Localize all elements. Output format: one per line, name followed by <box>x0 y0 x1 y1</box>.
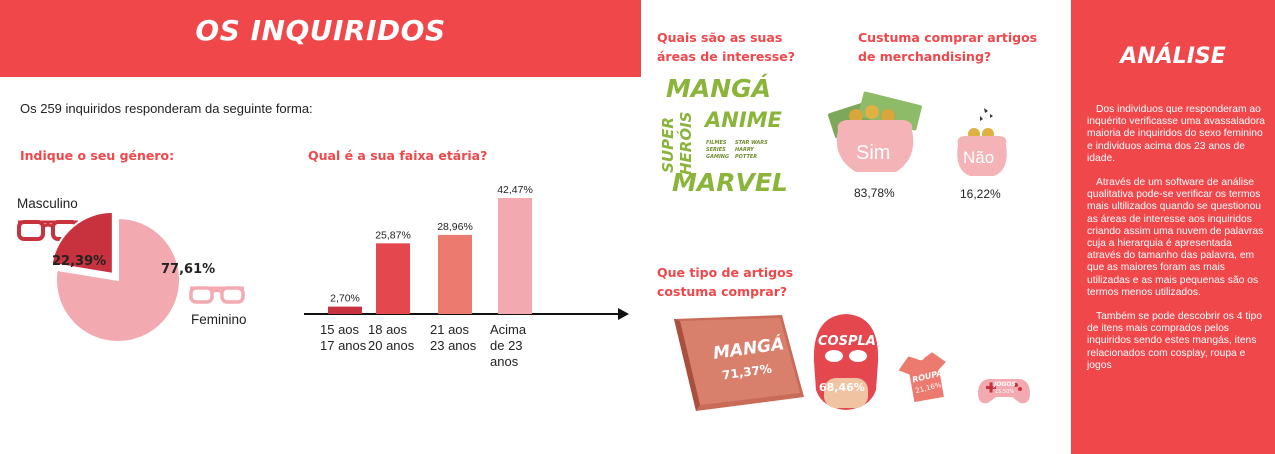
merch-no-label: Não <box>963 148 995 167</box>
bar-1 <box>328 306 362 314</box>
x-axis-arrow-icon <box>618 308 629 320</box>
female-label: Feminino <box>191 312 247 327</box>
header-banner <box>0 0 641 77</box>
bar-3 <box>438 234 472 314</box>
analysis-title: ANÁLISE <box>1120 44 1226 69</box>
jogos-item-label: JOGOS <box>994 381 1016 388</box>
interests-question-line2: áreas de interesse? <box>657 49 795 64</box>
cloud-word-super: SUPER <box>659 117 677 173</box>
cloud-word-anime: ANIME <box>705 108 782 132</box>
cloud-word-filmes: FILMES <box>706 140 727 146</box>
cloud-word-herois: HERÓIS <box>677 111 695 176</box>
intro-text: Os 259 inquiridos responderam da seguint… <box>20 101 313 116</box>
interests-question: Quais são as suas áreas de interesse? <box>657 28 795 66</box>
pie-slice-feminino <box>55 216 181 343</box>
gender-pie-chart <box>50 210 181 343</box>
analysis-paragraph-3: Também se pode descobrir os 4 tipo de it… <box>1087 311 1262 371</box>
bar-value-label-1: 2,70% <box>330 293 360 305</box>
bar-category-label-4: anos <box>490 354 519 369</box>
cloud-word-manga: MANGÁ <box>666 74 772 103</box>
cloud-word-harry: HARRY <box>735 147 754 153</box>
jogos-item-pct: 15,50% <box>995 389 1015 395</box>
merch-yes-label: Sim <box>856 142 891 164</box>
bar-category-label-2: 20 anos <box>368 338 415 353</box>
money-purse-yes-icon <box>827 91 922 172</box>
merch-question-line2: de merchandising? <box>858 49 992 64</box>
bar-value-label-2: 25,87% <box>375 229 411 241</box>
cloud-word-potter: POTTER <box>735 154 758 160</box>
game-controller-icon <box>978 379 1030 404</box>
bar-value-label-3: 28,96% <box>437 221 473 233</box>
analysis-panel <box>1071 0 1275 454</box>
analysis-paragraph-2: Através de um software de análise qualit… <box>1087 177 1264 298</box>
cloud-word-marvel: MARVEL <box>672 168 788 197</box>
cosplay-item-label: COSPLAY <box>818 334 884 349</box>
cloud-word-star-wars: STAR WARS <box>735 140 768 146</box>
bar-4 <box>498 198 532 314</box>
bar-value-label-4: 42,47% <box>497 184 533 196</box>
page-title: OS INQUIRIDOS <box>195 14 446 47</box>
female-pct-label: 77,61% <box>161 262 216 277</box>
cosplay-mask-icon <box>813 314 879 410</box>
analysis-paragraph-1: Dos individuos que responderam ao inquér… <box>1087 104 1265 164</box>
bar-category-label-4: de 23 <box>490 338 523 353</box>
merch-no-pct: 16,22% <box>960 187 1001 201</box>
bar-category-label-1: 15 aos <box>320 322 360 337</box>
analysis-text: Dos individuos que responderam ao inquér… <box>1087 104 1267 384</box>
manga-book-icon <box>674 315 804 411</box>
bar-category-label-4: Acima <box>490 322 527 337</box>
merch-question: Custuma comprar artigos de merchandising… <box>858 28 1037 66</box>
bar-category-label-2: 18 aos <box>368 322 408 337</box>
bar-2 <box>376 243 410 314</box>
items-question: Que tipo de artigos costuma comprar? <box>657 263 793 301</box>
word-cloud: MANGÁ SUPER HERÓIS ANIME FILMES SERIES G… <box>659 70 788 210</box>
gender-question: Indique o seu género: <box>20 148 175 163</box>
merch-question-line1: Custuma comprar artigos <box>858 30 1038 45</box>
cloud-word-gaming: GAMING <box>706 154 730 160</box>
interests-question-line1: Quais são as suas <box>657 30 783 45</box>
male-pct-label: 22,39% <box>52 254 107 269</box>
bar-category-label-1: 17 anos <box>320 338 367 353</box>
items-question-line2: costuma comprar? <box>657 284 788 299</box>
glasses-male-icon <box>17 220 79 241</box>
cloud-word-series: SERIES <box>706 147 726 153</box>
tshirt-icon <box>898 352 946 402</box>
empty-purse-no-icon <box>957 108 1007 176</box>
glasses-female-icon <box>189 286 245 304</box>
age-question: Qual é a sua faixa etária? <box>308 148 488 163</box>
cosplay-item-pct: 68,46% <box>819 381 865 394</box>
bar-category-label-3: 23 anos <box>430 338 477 353</box>
pie-slice-masculino <box>50 210 114 276</box>
merch-yes-pct: 83,78% <box>854 186 895 200</box>
male-label: Masculino <box>17 196 78 211</box>
bar-category-label-3: 21 aos <box>430 322 470 337</box>
items-question-line1: Que tipo de artigos <box>657 265 794 280</box>
